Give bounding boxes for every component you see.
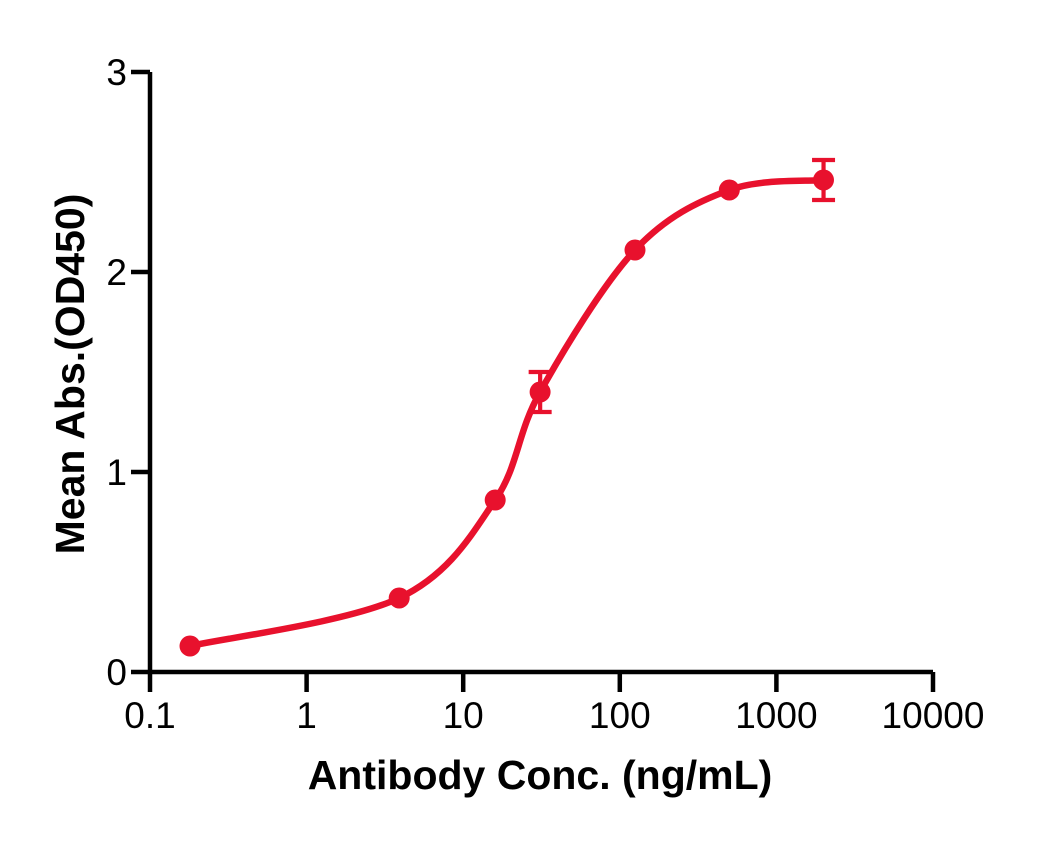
- y-tick-label: 2: [106, 252, 127, 293]
- data-point-marker: [813, 169, 834, 191]
- x-tick-label: 100: [589, 695, 651, 736]
- y-tick-label: 0: [106, 652, 127, 693]
- data-point-marker: [388, 587, 410, 609]
- y-tick-label: 3: [106, 52, 127, 93]
- y-tick-label: 1: [106, 452, 127, 493]
- data-point-marker: [624, 239, 646, 261]
- x-tick-label: 1: [296, 695, 317, 736]
- x-axis-ticks: 0.1 1 10 100 1000 10000: [124, 672, 984, 736]
- data-point-marker: [179, 635, 201, 657]
- y-axis-title: Mean Abs.(OD450): [47, 194, 93, 555]
- data-point-marker: [529, 381, 551, 403]
- fit-curve: [186, 176, 827, 650]
- x-axis-title: Antibody Conc. (ng/mL): [308, 752, 773, 798]
- data-point-marker: [484, 489, 506, 511]
- data-point-marker: [718, 179, 740, 201]
- y-axis-ticks: 0 1 2 3: [106, 52, 150, 693]
- x-tick-label: 1000: [735, 695, 817, 736]
- x-tick-label: 10000: [882, 695, 985, 736]
- x-tick-label: 0.1: [124, 695, 175, 736]
- x-tick-label: 10: [443, 695, 484, 736]
- data-series: [179, 157, 836, 657]
